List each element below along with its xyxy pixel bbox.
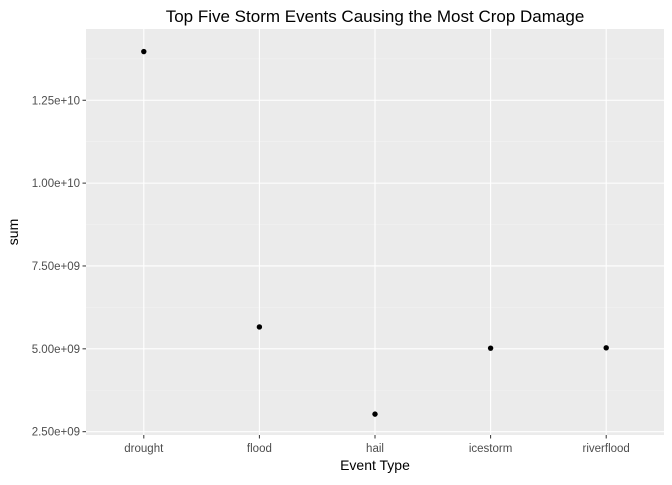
- data-point-icestorm: [487, 345, 494, 351]
- x-tick-label: hail: [366, 443, 384, 455]
- y-axis: 2.50e+09 5.00e+09 7.50e+09 1.00e+10 1.25e+10: [32, 95, 86, 439]
- data-point-flood: [256, 324, 263, 330]
- y-tick-label: 5.00e+09: [32, 344, 80, 356]
- x-tick-label: icestorm: [469, 443, 512, 455]
- data-point-hail: [372, 411, 378, 417]
- data-point-drought: [141, 48, 147, 55]
- y-tick-label: 2.50e+09: [32, 427, 80, 439]
- data-point-riverflood: [603, 345, 609, 351]
- data-points: [141, 48, 609, 417]
- x-axis: drought flood hail icestorm riverflood: [124, 435, 630, 455]
- y-axis-title: sum: [5, 219, 21, 245]
- y-tick-label: 7.50e+09: [32, 261, 80, 273]
- x-tick-label: flood: [247, 443, 272, 455]
- grid-lines: [86, 29, 664, 435]
- x-axis-title: Event Type: [340, 457, 410, 473]
- x-tick-label: drought: [124, 443, 164, 455]
- y-tick-label: 1.00e+10: [32, 178, 80, 190]
- y-tick-label: 1.25e+10: [32, 95, 80, 107]
- x-tick-label: riverflood: [583, 443, 630, 455]
- chart-title: Top Five Storm Events Causing the Most C…: [166, 7, 585, 26]
